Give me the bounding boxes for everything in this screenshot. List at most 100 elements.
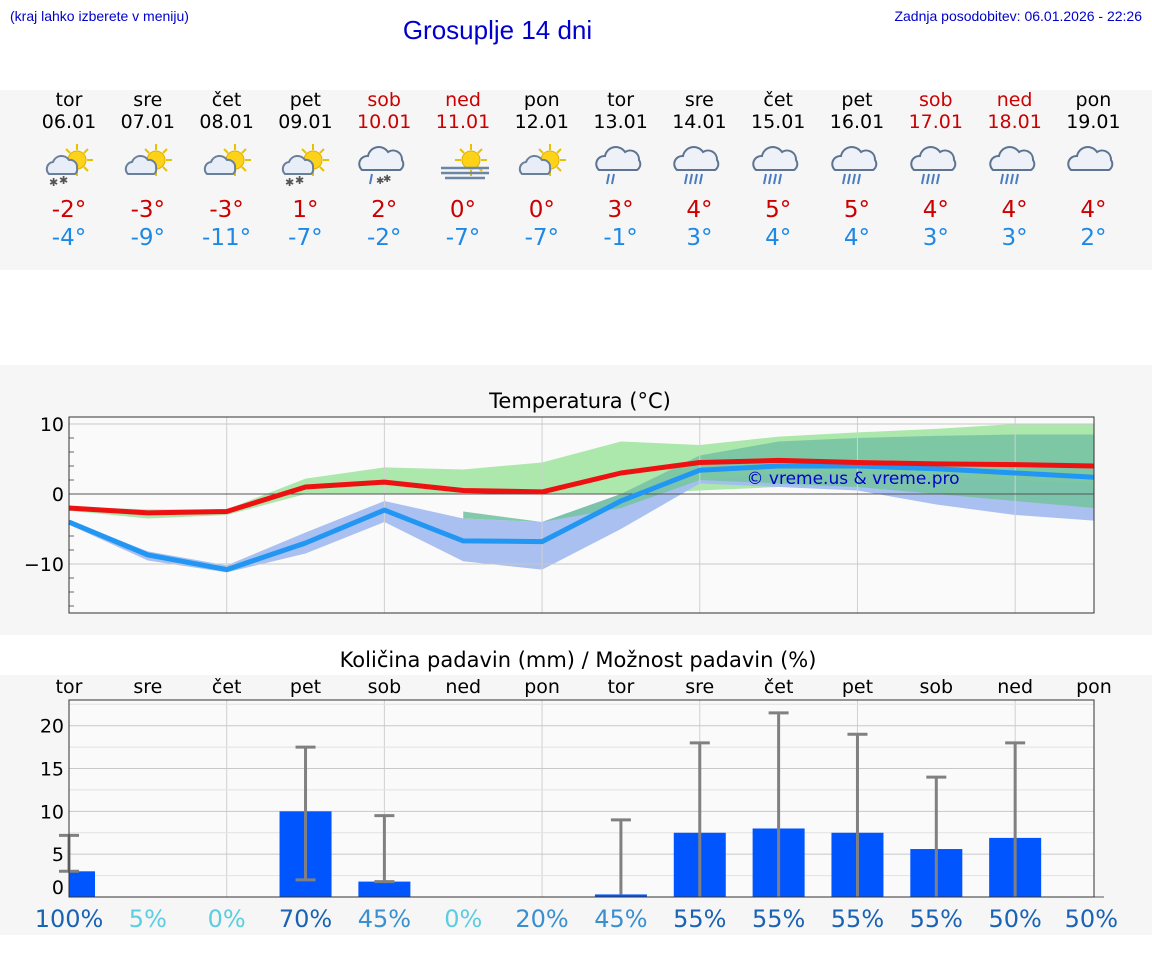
forecast-tmin: 3° [922, 225, 949, 251]
cloud-rain-light-icon [589, 140, 649, 190]
forecast-day: pet [289, 89, 321, 111]
forecast-date: 19.01 [1066, 111, 1121, 133]
precip-day-label: tor [607, 676, 634, 698]
precip-tick-label: 10 [40, 801, 64, 823]
precip-probability: 55% [910, 905, 963, 933]
precip-probability: 55% [752, 905, 805, 933]
precip-probability: 0% [444, 905, 482, 933]
precip-day-label: čet [764, 676, 794, 698]
svg-text:✱: ✱ [376, 176, 384, 187]
temperature-title: Temperatura (°C) [488, 389, 671, 413]
cloud-rain-icon [746, 140, 806, 190]
forecast-date: 11.01 [435, 111, 491, 133]
precip-tick-label: 5 [52, 844, 64, 866]
forecast-date: 07.01 [120, 111, 175, 133]
last-updated: Zadnja posodobitev: 06.01.2026 - 22:26 [894, 8, 1142, 24]
forecast-day: pon [523, 89, 560, 111]
cloud-rain-icon [904, 140, 964, 190]
forecast-day: pet [841, 89, 873, 111]
sun-cloud-icon [116, 140, 176, 190]
precip-day-label: čet [212, 676, 242, 698]
forecast-tmin: 2° [1080, 225, 1107, 251]
precip-probability: 5% [129, 905, 167, 933]
precip-day-label: pet [290, 676, 321, 698]
precip-probability: 55% [673, 905, 726, 933]
forecast-day: sre [684, 89, 714, 111]
forecast-tmax: 4° [922, 197, 949, 223]
forecast-day: sob [919, 89, 953, 111]
temperature-tick-label: −10 [24, 554, 64, 576]
forecast-date: 10.01 [356, 111, 412, 133]
forecast-date: 17.01 [908, 111, 963, 133]
svg-text:✱: ✱ [383, 174, 391, 185]
precip-tick-label: 15 [40, 759, 64, 781]
forecast-date: 18.01 [987, 111, 1042, 133]
forecast-date: 14.01 [672, 111, 727, 133]
forecast-tmin: 4° [765, 225, 792, 251]
svg-text:✱: ✱ [49, 176, 58, 189]
precip-day-label: pet [842, 676, 873, 698]
cloud-rain-icon [825, 140, 885, 190]
forecast-date: 06.01 [41, 111, 97, 133]
precip-probability: 45% [358, 905, 411, 933]
forecast-tmax: 0° [449, 197, 477, 223]
temperature-plot-frame [68, 416, 1095, 614]
forecast-day: čet [763, 89, 793, 111]
forecast-day: ned [996, 89, 1033, 111]
precip-probability: 0% [208, 905, 246, 933]
precip-plot-frame [68, 699, 1095, 898]
svg-text:✱: ✱ [59, 174, 68, 187]
forecast-date: 16.01 [829, 111, 885, 133]
forecast-day: pon [1075, 89, 1112, 111]
precip-tick-label: 20 [40, 716, 64, 738]
precip-day-label: sre [133, 676, 162, 698]
forecast-tmin: 3° [686, 225, 713, 251]
forecast-tmax: 4° [1080, 197, 1107, 223]
location-hint: (kraj lahko izberete v meniju) [10, 8, 189, 24]
precip-tick-label: 0 [52, 877, 64, 899]
svg-text:✱: ✱ [285, 176, 294, 189]
precip-day-label: tor [56, 676, 83, 698]
page-title: Grosuplje 14 dni [402, 15, 593, 45]
forecast-band [0, 90, 1152, 270]
sun-fog-icon [431, 140, 491, 190]
last-updated-value: 06.01.2026 - 22:26 [1024, 8, 1142, 24]
forecast-tmin: 3° [1001, 225, 1028, 251]
forecast-tmin: -7° [524, 225, 560, 251]
forecast-day: tor [607, 89, 635, 111]
max-temperature-line [68, 457, 1095, 516]
sun-cloud-icon [195, 140, 255, 190]
precip-bar [594, 894, 647, 897]
precip-day-label: ned [445, 676, 481, 698]
sun-cloud-snow-icon: ✱ ✱ [273, 140, 333, 190]
forecast-tmin: -11° [202, 225, 252, 251]
forecast-tmin: -4° [51, 225, 87, 251]
precip-title: Količina padavin (mm) / Možnost padavin … [340, 648, 817, 672]
precip-day-label: sre [685, 676, 714, 698]
forecast-date: 09.01 [278, 111, 333, 133]
precip-probability: 100% [35, 905, 104, 933]
precip-day-label: sob [920, 676, 954, 698]
precip-probability: 55% [831, 905, 884, 933]
forecast-tmax: -2° [51, 197, 87, 223]
forecast-tmax: -3° [209, 197, 244, 223]
forecast-tmin: -1° [603, 225, 638, 251]
forecast-day: ned [445, 89, 481, 111]
forecast-tmax: 4° [686, 197, 713, 223]
forecast-tmax: -3° [130, 197, 166, 223]
precip-day-label: sob [368, 676, 402, 698]
cloud-rain-icon [667, 140, 727, 190]
cloud-rain-icon [983, 140, 1043, 190]
forecast-tmax: 2° [371, 197, 398, 223]
precip-probability: 70% [279, 905, 332, 933]
svg-text:✱: ✱ [295, 174, 304, 187]
forecast-day: tor [55, 89, 83, 111]
sun-cloud-snow-icon: ✱ ✱ [37, 140, 97, 190]
forecast-day: čet [211, 89, 242, 111]
sun-cloud-icon [510, 140, 570, 190]
forecast-tmax: 3° [607, 197, 634, 223]
watermark: © vreme.us & vreme.pro [746, 469, 959, 489]
forecast-day: sre [133, 89, 163, 111]
precip-probability: 20% [515, 905, 568, 933]
